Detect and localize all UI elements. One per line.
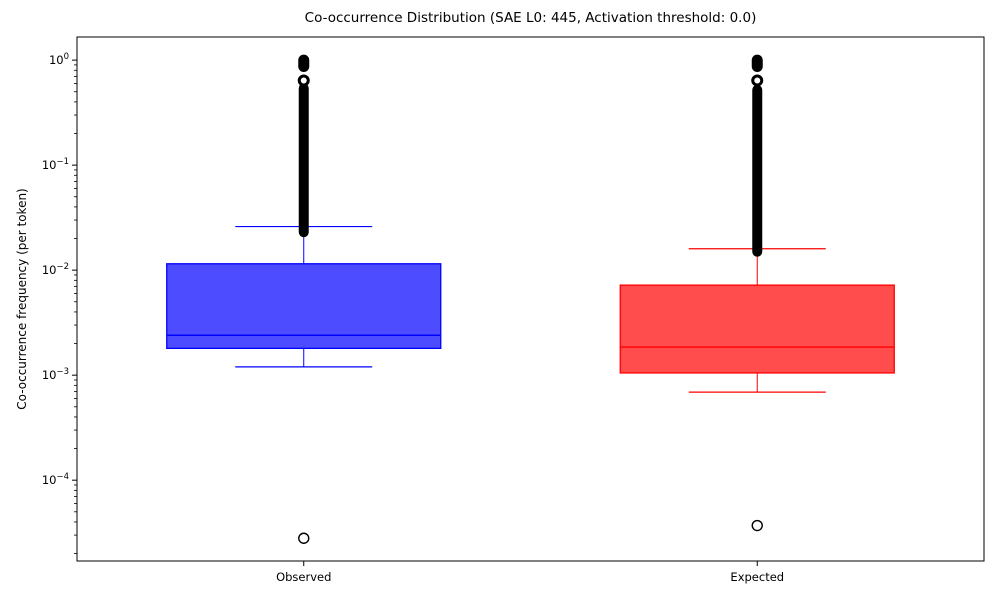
y-tick-label: 10−2 bbox=[42, 262, 69, 277]
outlier-low bbox=[751, 519, 763, 532]
y-tick-label: 100 bbox=[49, 52, 69, 67]
x-tick-label-expected: Expected bbox=[730, 570, 784, 584]
axes-frame bbox=[76, 36, 985, 562]
x-tick-label-observed: Observed bbox=[276, 570, 331, 584]
chart-title: Co-occurrence Distribution (SAE L0: 445,… bbox=[304, 10, 757, 26]
iqr-box bbox=[619, 284, 895, 374]
box-expected: Expected bbox=[619, 54, 895, 584]
iqr-box bbox=[166, 263, 442, 350]
outlier-ring bbox=[751, 74, 764, 87]
y-tick-label: 10−1 bbox=[42, 157, 69, 172]
box-observed: Observed bbox=[166, 54, 442, 584]
outlier-ring bbox=[297, 74, 310, 87]
y-tick-label: 10−4 bbox=[42, 472, 69, 487]
y-tick-label: 10−3 bbox=[42, 367, 69, 382]
outlier-low bbox=[298, 532, 310, 544]
